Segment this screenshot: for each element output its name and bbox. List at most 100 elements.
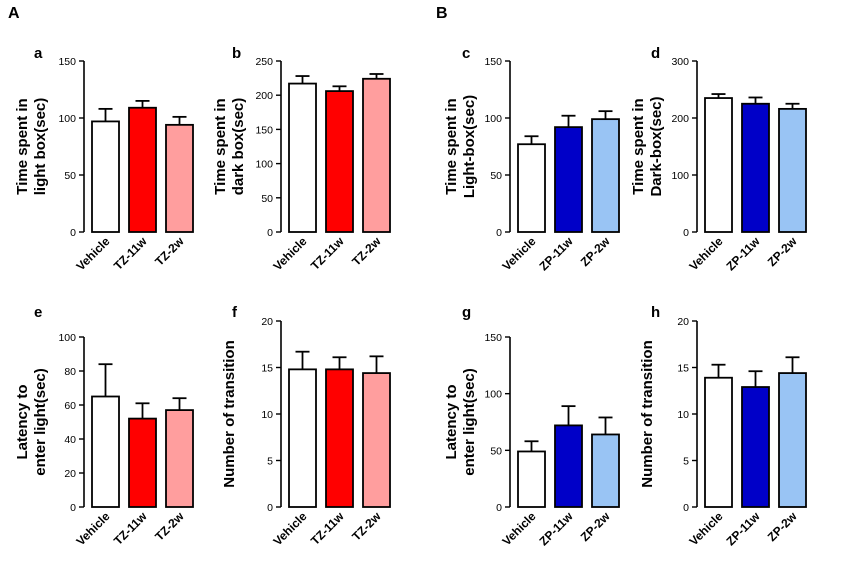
chart-panel-a: a 0 50 100 150 Time spent in light box(sec) Veh… (14, 45, 194, 273)
y-tick-label: 150 (484, 56, 502, 68)
y-tick-label: 100 (484, 113, 502, 125)
y-tick-label: 150 (484, 332, 502, 344)
x-tick-label: Vehicle (270, 234, 309, 273)
y-tick-label: 100 (671, 170, 689, 182)
y-tick-label: 0 (683, 227, 689, 239)
y-tick-label: 100 (255, 159, 273, 171)
y-axis-title: Light-box(sec) (461, 95, 478, 198)
y-tick-label: 40 (64, 434, 76, 446)
y-tick-label: 15 (261, 363, 273, 375)
x-tick-label: TZ-2w (152, 509, 187, 544)
bar-tz-11w (128, 417, 157, 508)
y-axis-title: Dark-box(sec) (648, 96, 665, 196)
y-axis-title: Time spent in (630, 98, 647, 194)
bar-tz-2w (362, 77, 391, 233)
chart-panel-d: d 0 100 200 300 Time spent in Dark-box(sec) Veh… (630, 45, 807, 273)
x-tick-label: ZP-11w (536, 509, 576, 549)
y-tick-label: 50 (261, 193, 273, 205)
bar-tz-2w (362, 372, 391, 508)
x-tick-label: Vehicle (686, 509, 725, 548)
x-tick-label: ZP-2w (578, 509, 613, 544)
panel-letter: h (651, 304, 660, 321)
bar-tz-11w (128, 106, 157, 233)
y-axis-title: enter light(sec) (461, 368, 478, 476)
y-tick-label: 0 (267, 502, 273, 514)
bar-vehicle (517, 450, 546, 508)
section-label-a: A (8, 5, 20, 22)
bar-zp-2w (591, 433, 620, 508)
y-axis-title: enter light(sec) (32, 368, 49, 476)
y-tick-label: 150 (58, 56, 76, 68)
chart-panel-f: f 0 5 10 15 20 Number of transition VehicleTZ-1… (221, 304, 391, 548)
y-tick-label: 200 (255, 90, 273, 102)
y-axis-title: dark box(sec) (230, 98, 247, 196)
x-tick-label: Vehicle (499, 234, 538, 273)
y-tick-label: 0 (496, 227, 502, 239)
x-tick-label: Vehicle (686, 234, 725, 273)
x-tick-label: Vehicle (270, 509, 309, 548)
y-tick-label: 0 (683, 502, 689, 514)
chart-panel-h: h 0 5 10 15 20 Number of transition VehicleZP-1… (639, 304, 807, 549)
bar-tz-11w (325, 90, 354, 233)
y-tick-label: 0 (70, 227, 76, 239)
y-tick-label: 200 (671, 113, 689, 125)
bar-zp-2w (778, 372, 807, 508)
y-tick-label: 0 (267, 227, 273, 239)
y-axis-title: Time spent in (212, 98, 229, 194)
y-tick-label: 50 (490, 170, 502, 182)
x-tick-label: TZ-2w (349, 234, 384, 269)
x-tick-label: TZ-11w (308, 234, 347, 273)
chart-panel-c: c 0 50 100 150 Time spent in Light-box(sec) Veh… (443, 45, 620, 273)
y-tick-label: 100 (484, 389, 502, 401)
y-tick-label: 20 (677, 316, 689, 328)
y-tick-label: 20 (64, 468, 76, 480)
panel-letter: c (462, 45, 470, 62)
y-tick-label: 100 (58, 113, 76, 125)
panel-letter: g (462, 304, 471, 321)
y-tick-label: 50 (490, 445, 502, 457)
bar-zp-11w (554, 126, 583, 233)
x-tick-label: Vehicle (73, 234, 112, 273)
bar-tz-2w (165, 409, 194, 508)
y-axis-title: Latency to (14, 384, 31, 459)
y-tick-label: 0 (496, 502, 502, 514)
x-tick-label: Vehicle (73, 509, 112, 548)
x-tick-label: ZP-2w (765, 509, 800, 544)
chart-panel-e: e 0 20 40 60 80 100 Latency to enter light(sec) V… (14, 304, 194, 548)
x-tick-label: TZ-2w (152, 234, 187, 269)
y-tick-label: 5 (267, 456, 273, 468)
bar-vehicle (517, 143, 546, 233)
bar-tz-11w (325, 368, 354, 508)
chart-panel-g: g 0 50 100 150 Latency to enter light(sec) Vehi… (443, 304, 620, 549)
panel-letter: a (34, 45, 43, 62)
bar-vehicle (91, 395, 120, 508)
bar-zp-11w (741, 386, 770, 508)
y-tick-label: 80 (64, 366, 76, 378)
x-tick-label: TZ-11w (111, 234, 150, 273)
y-axis-title: Time spent in (443, 98, 460, 194)
y-tick-label: 300 (671, 56, 689, 68)
bar-zp-2w (778, 107, 807, 233)
x-tick-label: TZ-2w (349, 509, 384, 544)
x-tick-label: Vehicle (499, 509, 538, 548)
bar-tz-2w (165, 123, 194, 233)
panel-letter: e (34, 304, 42, 321)
y-tick-label: 20 (261, 316, 273, 328)
y-tick-label: 5 (683, 456, 689, 468)
bar-vehicle (288, 82, 317, 233)
x-tick-label: ZP-11w (723, 509, 763, 549)
bar-vehicle (288, 368, 317, 508)
y-axis-title: Latency to (443, 384, 460, 459)
x-tick-label: ZP-2w (578, 234, 613, 269)
bar-zp-2w (591, 118, 620, 233)
x-tick-label: ZP-2w (765, 234, 800, 269)
y-tick-label: 10 (677, 409, 689, 421)
bar-zp-11w (554, 424, 583, 508)
y-axis-title: Number of transition (221, 340, 238, 488)
x-tick-label: TZ-11w (308, 509, 347, 548)
y-tick-label: 0 (70, 502, 76, 514)
y-tick-label: 150 (255, 124, 273, 136)
bar-vehicle (91, 120, 120, 233)
y-tick-label: 50 (64, 170, 76, 182)
